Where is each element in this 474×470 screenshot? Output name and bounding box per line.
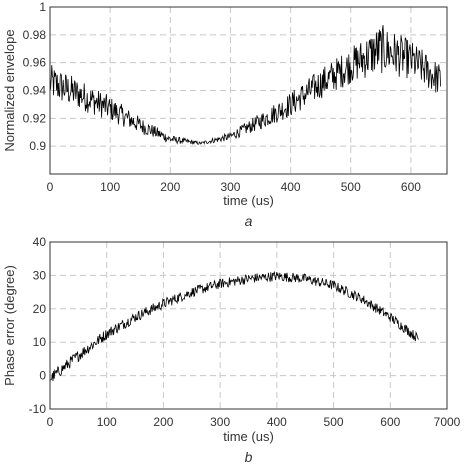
x-tick-label: 600 bbox=[380, 415, 400, 429]
y-tick-label: 30 bbox=[33, 268, 47, 282]
x-tick-label: 200 bbox=[160, 180, 180, 194]
panel-a-chart: 0 100 200 300 400 500 600 0.9 0.92 0.94 0.96 0.98 1 t… bbox=[2, 0, 448, 229]
x-tick-label: 600 bbox=[401, 180, 421, 194]
axes-frame bbox=[49, 241, 448, 410]
x-tick-label: 300 bbox=[210, 415, 230, 429]
x-tick-label: 200 bbox=[153, 415, 173, 429]
x-axis-label: time (us) bbox=[223, 429, 274, 444]
y-tick-label: 0.92 bbox=[23, 111, 47, 125]
x-axis-label: time (us) bbox=[223, 193, 274, 208]
x-tick-label: 500 bbox=[324, 415, 344, 429]
x-tick-label: 400 bbox=[281, 180, 301, 194]
y-tick-label: 0.96 bbox=[23, 56, 47, 70]
y-tick-label: 10 bbox=[33, 335, 47, 349]
y-tick-label: 0.98 bbox=[23, 28, 47, 42]
x-tick-label: 500 bbox=[341, 180, 361, 194]
data-series-line bbox=[49, 270, 419, 382]
y-tick-label: 1 bbox=[39, 0, 46, 14]
axes-frame bbox=[49, 6, 448, 175]
y-tick-label: 0 bbox=[39, 369, 46, 383]
y-axis-label: Normalized envelope bbox=[2, 29, 17, 151]
y-tick-label: 40 bbox=[33, 235, 47, 249]
x-tick-label: 100 bbox=[100, 180, 120, 194]
y-tick-label: 0.9 bbox=[29, 139, 46, 153]
x-tick-label: 100 bbox=[97, 415, 117, 429]
plot-area bbox=[50, 242, 447, 409]
data-series-line bbox=[49, 24, 441, 145]
y-axis-label: Phase error (degree) bbox=[2, 265, 17, 386]
x-tick-label: 300 bbox=[220, 180, 240, 194]
panel-caption: b bbox=[245, 449, 253, 465]
panel-b-chart: 0 100 200 300 400 500 600 7000-10010203040time … bbox=[2, 235, 461, 465]
y-tick-label: -10 bbox=[29, 402, 47, 416]
plot-area bbox=[50, 7, 447, 174]
y-tick-label: 20 bbox=[33, 302, 47, 316]
x-tick-label: 7000 bbox=[434, 415, 461, 429]
x-tick-label: 400 bbox=[267, 415, 287, 429]
x-tick-label: 0 bbox=[47, 180, 54, 194]
panel-caption: a bbox=[245, 213, 253, 229]
y-tick-label: 0.94 bbox=[23, 84, 47, 98]
x-tick-label: 0 bbox=[47, 415, 54, 429]
